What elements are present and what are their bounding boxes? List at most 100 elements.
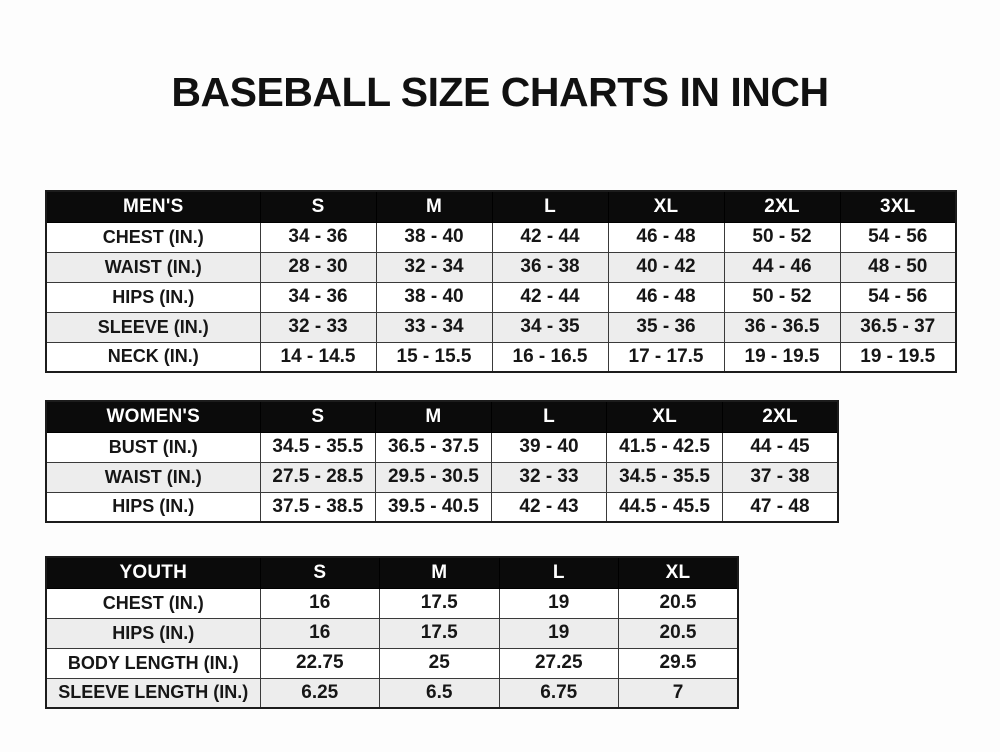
size-value-cell: 25 [379,647,500,679]
header-row: MEN'S S M L XL 2XL 3XL [45,190,957,223]
size-column-header: 2XL [721,400,839,433]
table-row: BUST (IN.) 34.5 - 35.5 36.5 - 37.5 39 - 40 4… [45,431,839,463]
size-column-header: L [491,190,609,223]
size-value-cell: 6.75 [498,677,619,709]
size-value-cell: 14 - 14.5 [259,341,377,373]
size-column-header: 3XL [839,190,957,223]
size-value-cell: 16 [259,617,380,649]
size-value-cell: 19 [498,617,619,649]
size-value-cell: 34 - 36 [259,281,377,313]
table-row: HIPS (IN.) 34 - 36 38 - 40 42 - 44 46 - 48 50… [45,281,957,313]
mens-size-table: MEN'S S M L XL 2XL 3XL CHEST (IN.) 34 - 36 38 - 4… [45,190,957,373]
table-row: WAIST (IN.) 27.5 - 28.5 29.5 - 30.5 32 - 33… [45,461,839,493]
size-value-cell: 20.5 [618,587,739,619]
measurement-label: SLEEVE (IN.) [45,311,261,343]
size-value-cell: 17 - 17.5 [607,341,725,373]
mens-size-chart-section: MEN'S S M L XL 2XL 3XL CHEST (IN.) 34 - 36 38 - 4… [45,190,957,373]
size-value-cell: 29.5 [618,647,739,679]
size-column-header: XL [606,400,723,433]
size-column-header: M [375,190,493,223]
measurement-label: HIPS (IN.) [45,617,261,649]
size-value-cell: 27.5 - 28.5 [259,461,377,493]
measurement-label: WAIST (IN.) [45,461,261,493]
measurement-label: SLEEVE LENGTH (IN.) [45,677,261,709]
size-value-cell: 38 - 40 [375,221,493,253]
size-value-cell: 20.5 [618,617,739,649]
size-column-header: L [490,400,608,433]
header-row: YOUTH S M L XL [45,556,739,589]
size-value-cell: 22.75 [259,647,380,679]
size-value-cell: 32 - 34 [375,251,493,283]
size-value-cell: 16 [259,587,380,619]
size-column-header: M [375,400,492,433]
womens-size-table: WOMEN'S S M L XL 2XL BUST (IN.) 34.5 - 35.5 36.5… [45,400,839,523]
table-title-cell: WOMEN'S [45,400,261,433]
table-title-cell: MEN'S [45,190,261,223]
size-value-cell: 37.5 - 38.5 [259,491,377,523]
size-value-cell: 44.5 - 45.5 [606,491,723,523]
size-value-cell: 38 - 40 [375,281,493,313]
table-title-cell: YOUTH [45,556,261,589]
table-row: BODY LENGTH (IN.) 22.75 25 27.25 29.5 [45,647,739,679]
size-column-header: S [259,556,380,589]
size-column-header: M [379,556,500,589]
size-column-header: S [259,400,377,433]
measurement-label: NECK (IN.) [45,341,261,373]
size-value-cell: 47 - 48 [721,491,839,523]
size-value-cell: 34 - 35 [491,311,609,343]
youth-size-chart-section: YOUTH S M L XL CHEST (IN.) 16 17.5 19 20.5 HIPS (I… [45,556,739,709]
size-value-cell: 15 - 15.5 [375,341,493,373]
size-column-header: 2XL [723,190,841,223]
size-value-cell: 32 - 33 [490,461,608,493]
size-value-cell: 19 - 19.5 [723,341,841,373]
size-value-cell: 41.5 - 42.5 [606,431,723,463]
size-value-cell: 46 - 48 [607,281,725,313]
table-row: SLEEVE LENGTH (IN.) 6.25 6.5 6.75 7 [45,677,739,709]
size-value-cell: 27.25 [498,647,619,679]
table-row: CHEST (IN.) 34 - 36 38 - 40 42 - 44 46 - 48 5… [45,221,957,253]
size-value-cell: 39.5 - 40.5 [375,491,492,523]
size-value-cell: 50 - 52 [723,281,841,313]
size-value-cell: 42 - 44 [491,221,609,253]
size-value-cell: 33 - 34 [375,311,493,343]
size-value-cell: 32 - 33 [259,311,377,343]
size-value-cell: 34.5 - 35.5 [259,431,377,463]
header-row: WOMEN'S S M L XL 2XL [45,400,839,433]
size-value-cell: 34 - 36 [259,221,377,253]
size-value-cell: 50 - 52 [723,221,841,253]
womens-size-chart-section: WOMEN'S S M L XL 2XL BUST (IN.) 34.5 - 35.5 36.5… [45,400,839,523]
size-value-cell: 19 [498,587,619,619]
table-row: HIPS (IN.) 37.5 - 38.5 39.5 - 40.5 42 - 43 4… [45,491,839,523]
size-value-cell: 54 - 56 [839,221,957,253]
size-value-cell: 36 - 36.5 [723,311,841,343]
size-value-cell: 42 - 43 [490,491,608,523]
size-column-header: L [498,556,619,589]
table-row: CHEST (IN.) 16 17.5 19 20.5 [45,587,739,619]
youth-size-table: YOUTH S M L XL CHEST (IN.) 16 17.5 19 20.5 HIPS (I… [45,556,739,709]
size-value-cell: 36.5 - 37.5 [375,431,492,463]
size-value-cell: 48 - 50 [839,251,957,283]
measurement-label: HIPS (IN.) [45,281,261,313]
size-value-cell: 35 - 36 [607,311,725,343]
measurement-label: BODY LENGTH (IN.) [45,647,261,679]
size-value-cell: 44 - 45 [721,431,839,463]
size-column-header: XL [618,556,739,589]
measurement-label: CHEST (IN.) [45,221,261,253]
measurement-label: BUST (IN.) [45,431,261,463]
size-value-cell: 42 - 44 [491,281,609,313]
size-value-cell: 16 - 16.5 [491,341,609,373]
size-value-cell: 34.5 - 35.5 [606,461,723,493]
size-value-cell: 7 [618,677,739,709]
size-value-cell: 28 - 30 [259,251,377,283]
size-value-cell: 36 - 38 [491,251,609,283]
size-value-cell: 6.5 [379,677,500,709]
page-title: BASEBALL SIZE CHARTS IN INCH [171,69,829,115]
size-value-cell: 44 - 46 [723,251,841,283]
size-value-cell: 29.5 - 30.5 [375,461,492,493]
size-value-cell: 19 - 19.5 [839,341,957,373]
size-value-cell: 6.25 [259,677,380,709]
table-row: SLEEVE (IN.) 32 - 33 33 - 34 34 - 35 35 - 36… [45,311,957,343]
size-value-cell: 39 - 40 [490,431,608,463]
size-value-cell: 40 - 42 [607,251,725,283]
